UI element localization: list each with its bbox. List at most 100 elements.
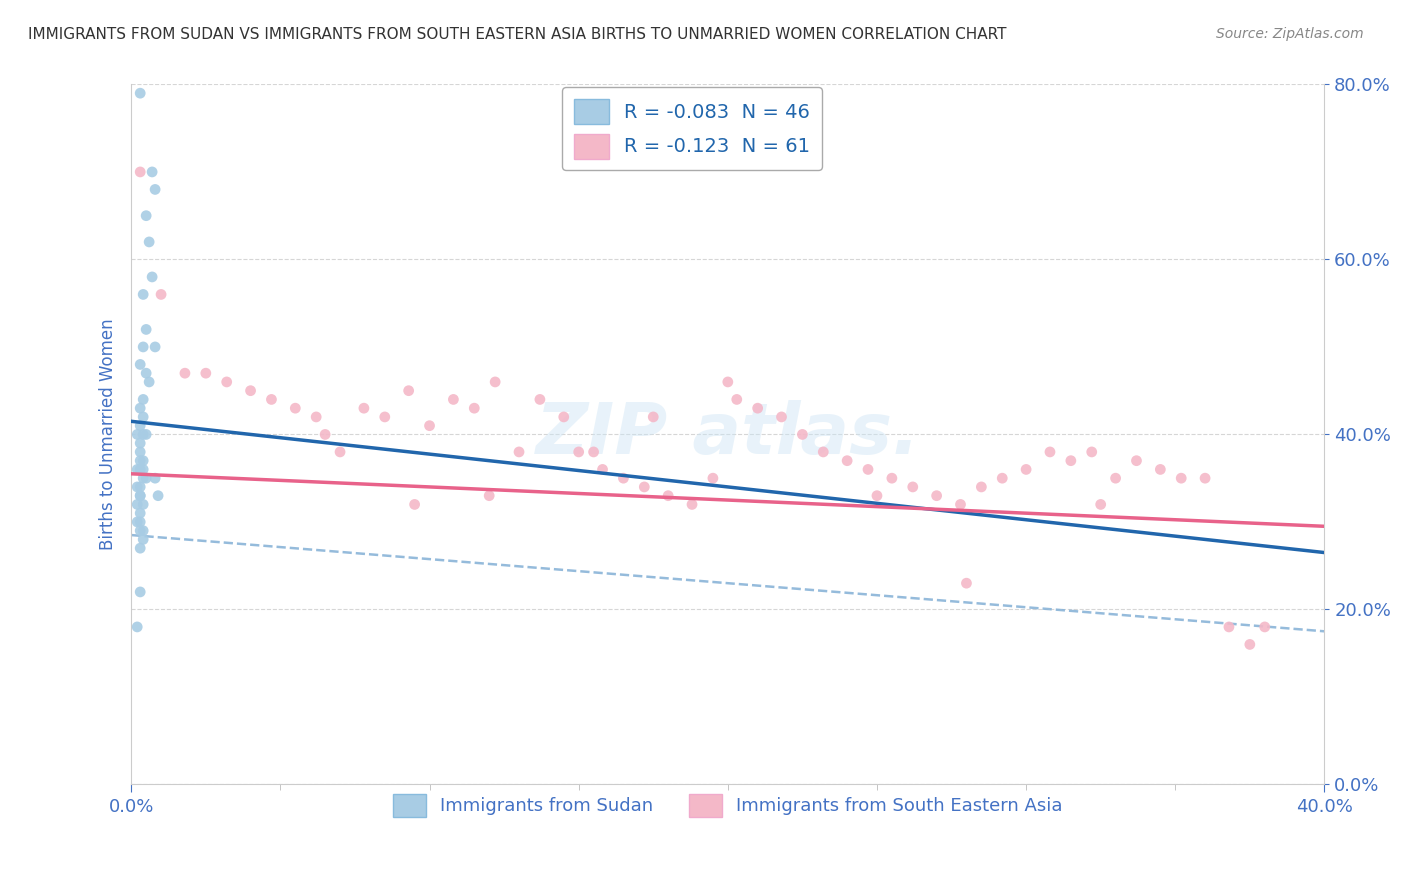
Text: IMMIGRANTS FROM SUDAN VS IMMIGRANTS FROM SOUTH EASTERN ASIA BIRTHS TO UNMARRIED : IMMIGRANTS FROM SUDAN VS IMMIGRANTS FROM… <box>28 27 1007 42</box>
Point <box>127 427 149 442</box>
Point <box>129 541 152 556</box>
Point <box>592 462 614 476</box>
Point <box>398 384 420 398</box>
Point <box>1104 471 1126 485</box>
Point <box>132 409 155 424</box>
Point <box>129 86 152 100</box>
Point <box>127 515 149 529</box>
Point <box>129 462 152 476</box>
Point <box>837 453 859 467</box>
Point <box>419 418 441 433</box>
Legend: Immigrants from Sudan, Immigrants from South Eastern Asia: Immigrants from Sudan, Immigrants from S… <box>385 787 1070 824</box>
Point <box>463 401 485 416</box>
Point <box>127 480 149 494</box>
Point <box>1149 462 1171 476</box>
Point <box>132 462 155 476</box>
Point <box>132 392 155 407</box>
Point <box>138 235 160 249</box>
Point <box>127 620 149 634</box>
Point <box>135 471 157 485</box>
Point <box>143 340 166 354</box>
Point <box>643 409 665 424</box>
Point <box>813 445 835 459</box>
Point <box>1194 471 1216 485</box>
Point <box>747 401 769 416</box>
Point <box>127 498 149 512</box>
Point <box>792 427 814 442</box>
Point <box>949 498 972 512</box>
Point <box>127 462 149 476</box>
Point <box>329 445 352 459</box>
Point <box>770 409 793 424</box>
Text: Source: ZipAtlas.com: Source: ZipAtlas.com <box>1216 27 1364 41</box>
Point <box>132 453 155 467</box>
Point <box>129 453 152 467</box>
Point <box>991 471 1014 485</box>
Point <box>1039 445 1062 459</box>
Point <box>1080 445 1102 459</box>
Point <box>702 471 724 485</box>
Point <box>1254 620 1277 634</box>
Point <box>174 366 197 380</box>
Point <box>129 585 152 599</box>
Point <box>129 515 152 529</box>
Point <box>1090 498 1112 512</box>
Text: ZIP atlas.: ZIP atlas. <box>536 400 920 469</box>
Point <box>129 480 152 494</box>
Point <box>132 524 155 538</box>
Point <box>129 401 152 416</box>
Point <box>529 392 551 407</box>
Point <box>132 498 155 512</box>
Point <box>1060 453 1083 467</box>
Point <box>866 489 889 503</box>
Point <box>132 533 155 547</box>
Point <box>553 409 575 424</box>
Point <box>132 340 155 354</box>
Point <box>215 375 238 389</box>
Point <box>132 471 155 485</box>
Point <box>129 418 152 433</box>
Point <box>143 182 166 196</box>
Point <box>1239 637 1261 651</box>
Point <box>129 506 152 520</box>
Point <box>633 480 655 494</box>
Point <box>725 392 748 407</box>
Point <box>129 489 152 503</box>
Point <box>484 375 506 389</box>
Point <box>508 445 530 459</box>
Point <box>135 427 157 442</box>
Point <box>146 489 169 503</box>
Point <box>194 366 217 380</box>
Point <box>441 392 464 407</box>
Point <box>129 436 152 450</box>
Point <box>681 498 703 512</box>
Point <box>478 489 501 503</box>
Point <box>138 375 160 389</box>
Point <box>135 322 157 336</box>
Point <box>129 165 152 179</box>
Point <box>132 427 155 442</box>
Point <box>1125 453 1147 467</box>
Point <box>717 375 740 389</box>
Point <box>970 480 993 494</box>
Point <box>880 471 903 485</box>
Point <box>353 401 375 416</box>
Point <box>582 445 605 459</box>
Point <box>1015 462 1038 476</box>
Point <box>135 366 157 380</box>
Point <box>856 462 879 476</box>
Point <box>374 409 396 424</box>
Point <box>1170 471 1192 485</box>
Point <box>141 269 163 284</box>
Point <box>143 471 166 485</box>
Point <box>129 358 152 372</box>
Point <box>141 165 163 179</box>
Point <box>955 576 977 591</box>
Point <box>132 287 155 301</box>
Point <box>239 384 262 398</box>
Point <box>284 401 307 416</box>
Point <box>925 489 948 503</box>
Point <box>657 489 679 503</box>
Point <box>305 409 328 424</box>
Point <box>1218 620 1240 634</box>
